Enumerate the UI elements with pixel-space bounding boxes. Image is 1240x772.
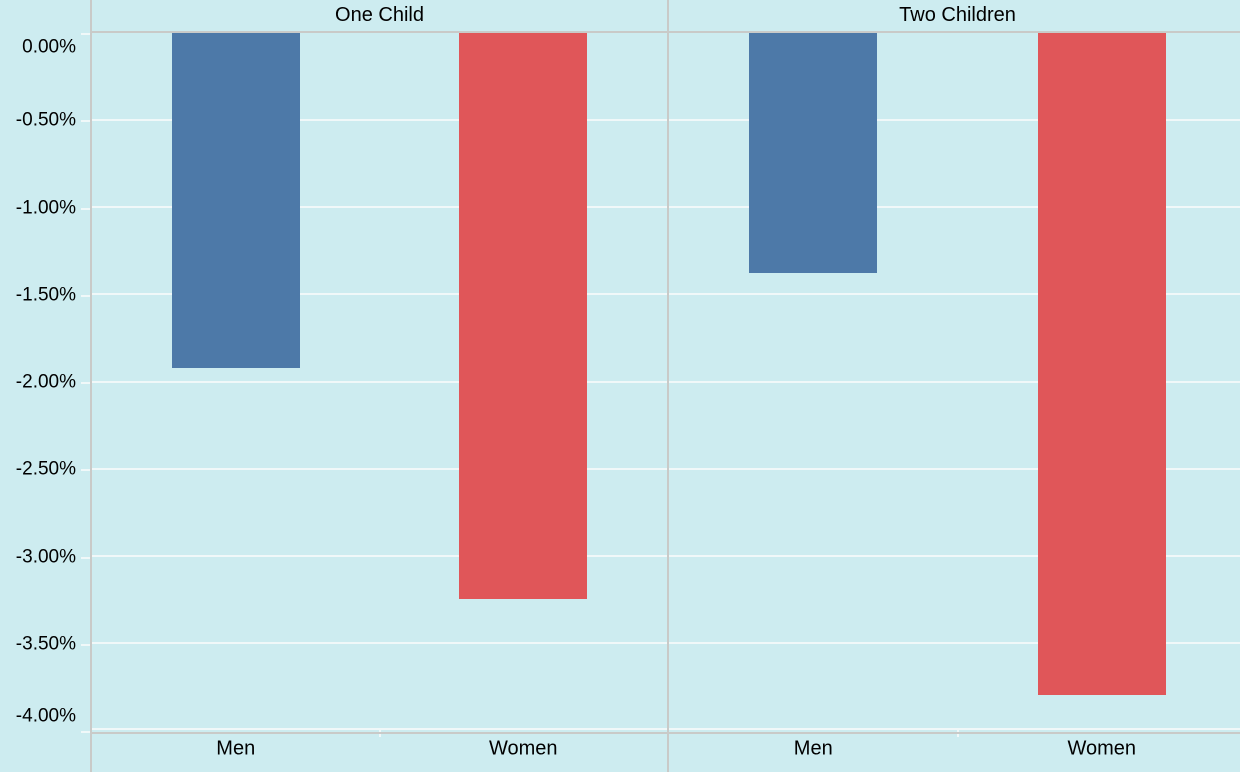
y-tick-label: -1.00% (15, 197, 76, 219)
gridline (669, 119, 1240, 122)
y-tick-label: 0.00% (22, 36, 76, 58)
y-tick-label: -3.00% (15, 546, 76, 568)
y-tick-mark (81, 120, 90, 123)
y-axis: 0.00% -0.50% -1.00% -1.50% -2.00% -2.50% -3.00… (0, 0, 76, 772)
y-tick-label: -3.50% (15, 633, 76, 655)
gridline (92, 119, 667, 122)
y-tick-mark (81, 33, 90, 35)
bar-women (1037, 33, 1166, 696)
gridline (669, 206, 1240, 209)
gridline (669, 293, 1240, 296)
gridline (669, 554, 1240, 557)
y-tick-mark (81, 469, 90, 472)
gridline (92, 380, 667, 383)
x-category-label: Women (1067, 737, 1137, 760)
x-category-label: Men (216, 737, 256, 760)
x-axis-two-children: Men Women (669, 730, 1240, 768)
bar-men (749, 33, 878, 274)
y-tick-mark (81, 731, 90, 733)
plot-area (669, 33, 1240, 730)
x-axis-one-child: Men Women (92, 730, 667, 768)
y-tick-label: -2.50% (15, 458, 76, 480)
facet-title: Two Children (669, 0, 1240, 33)
facet-panel-one-child: One Child Men Women (92, 0, 669, 772)
x-axis-line (90, 732, 1240, 734)
y-tick-label: -4.00% (15, 705, 76, 727)
gridline (92, 728, 667, 730)
y-tick-label: -2.00% (15, 371, 76, 393)
gridline (92, 206, 667, 209)
gridline (669, 641, 1240, 644)
y-tick-mark (81, 207, 90, 210)
gridline (92, 554, 667, 557)
gridline (669, 467, 1240, 470)
bar-women (459, 33, 588, 600)
y-axis-line (90, 0, 92, 772)
bar-men (171, 33, 300, 368)
y-tick-mark (81, 294, 90, 297)
y-tick-mark (81, 382, 90, 384)
gridline (669, 728, 1240, 730)
y-tick-label: -0.50% (15, 109, 76, 131)
y-tick-mark (81, 556, 90, 559)
gridline (92, 467, 667, 470)
y-tick-label: -1.50% (15, 284, 76, 306)
y-tick-mark (81, 643, 90, 646)
gridline (92, 641, 667, 644)
facet-title: One Child (92, 0, 667, 33)
panels: One Child Men Women Two Children Men Women (92, 0, 1240, 772)
x-category-label: Men (793, 737, 833, 760)
gridline (669, 380, 1240, 383)
x-category-label: Women (488, 737, 558, 760)
plot-area (92, 33, 667, 730)
gridline (92, 293, 667, 296)
facet-panel-two-children: Two Children Men Women (669, 0, 1240, 772)
